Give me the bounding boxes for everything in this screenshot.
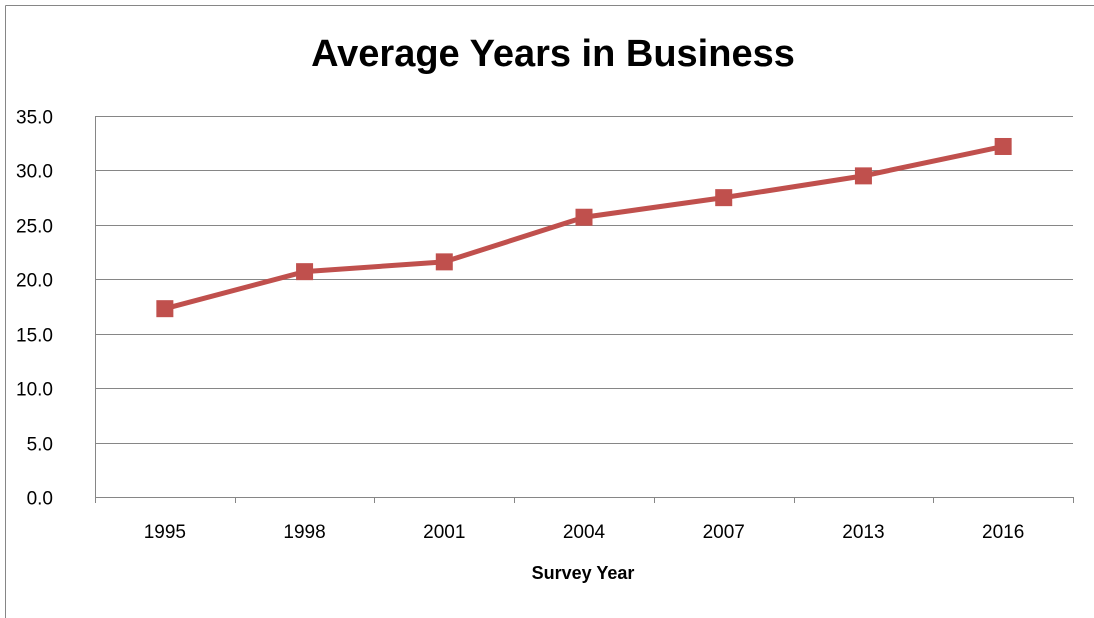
y-tick-label: 10.0 [16,380,53,401]
y-tick-label: 25.0 [16,217,53,238]
x-axis-ticks: 1995 1998 2001 2004 2007 2013 2016 [144,497,1074,543]
x-tick-label: 2004 [563,522,606,543]
y-axis-ticks: 0.0 5.0 10.0 15.0 20.0 25.0 30.0 35.0 [16,108,53,510]
y-tick-label: 20.0 [16,271,53,292]
x-axis-title: Survey Year [532,563,635,583]
data-point-marker [854,167,872,185]
y-tick-label: 30.0 [16,162,53,183]
series-layer [156,137,1012,318]
x-tick-label: 1998 [283,522,325,543]
data-point-marker [575,208,593,226]
y-tick-label: 0.0 [27,489,53,510]
x-tick-label: 2001 [423,522,465,543]
y-tick-label: 35.0 [16,108,53,129]
x-tick-label: 2007 [703,522,745,543]
chart-title: Average Years in Business [311,33,795,75]
data-point-marker [994,137,1012,155]
y-tick-label: 5.0 [27,435,53,456]
data-point-marker [715,189,733,207]
gridlines [95,116,1073,503]
data-point-marker [435,253,453,271]
data-point-marker [296,263,314,281]
data-point-marker [156,300,174,318]
x-tick-label: 2016 [982,522,1024,543]
x-tick-label: 1995 [144,522,186,543]
x-tick-label: 2013 [842,522,884,543]
y-tick-label: 15.0 [16,326,53,347]
